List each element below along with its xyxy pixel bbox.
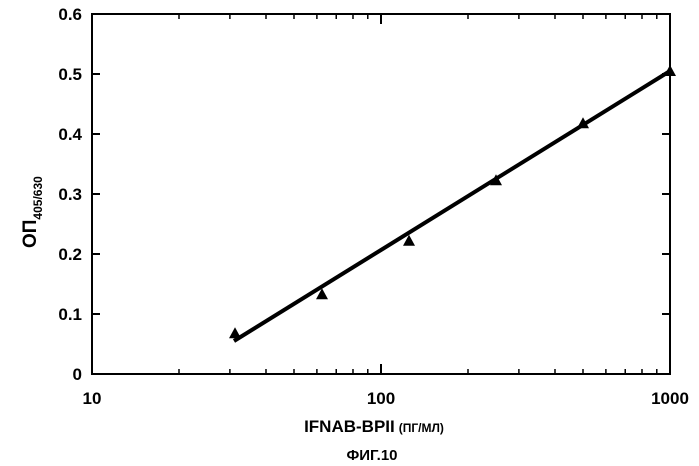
x-tick-label: 1000 bbox=[651, 389, 689, 408]
x-tick-label: 100 bbox=[367, 389, 395, 408]
x-axis-title: IFNAB-BPII (ПГ/МЛ) bbox=[304, 417, 444, 436]
y-tick-label: 0.2 bbox=[58, 245, 82, 264]
y-tick-label: 0 bbox=[73, 365, 82, 384]
triangle-marker bbox=[664, 65, 676, 76]
y-tick-label: 0.5 bbox=[58, 65, 82, 84]
y-tick-label: 0.4 bbox=[58, 125, 82, 144]
x-tick-label: 10 bbox=[83, 389, 102, 408]
y-axis-title-main: ОП bbox=[20, 220, 41, 248]
y-axis-title-subscript: 405/630 bbox=[31, 176, 45, 220]
plot-frame bbox=[92, 14, 670, 374]
x-axis-ticks: 10 100 1000 bbox=[83, 14, 689, 408]
y-tick-label: 0.3 bbox=[58, 185, 82, 204]
fit-line-group bbox=[234, 71, 670, 341]
fit-line bbox=[234, 71, 670, 341]
triangle-marker bbox=[229, 327, 241, 338]
figure-caption: ФИГ.10 bbox=[346, 447, 397, 464]
y-axis-ticks: 0 0.1 0.2 0.3 0.4 0.5 0.6 bbox=[58, 5, 670, 384]
data-points bbox=[229, 65, 676, 338]
x-axis-title-unit: (ПГ/МЛ) bbox=[399, 421, 444, 435]
y-tick-label: 0.1 bbox=[58, 305, 82, 324]
y-axis-title: ОП405/630 bbox=[20, 176, 45, 248]
x-axis-title-main: IFNAB-BPII bbox=[304, 417, 395, 436]
y-tick-label: 0.6 bbox=[58, 5, 82, 24]
